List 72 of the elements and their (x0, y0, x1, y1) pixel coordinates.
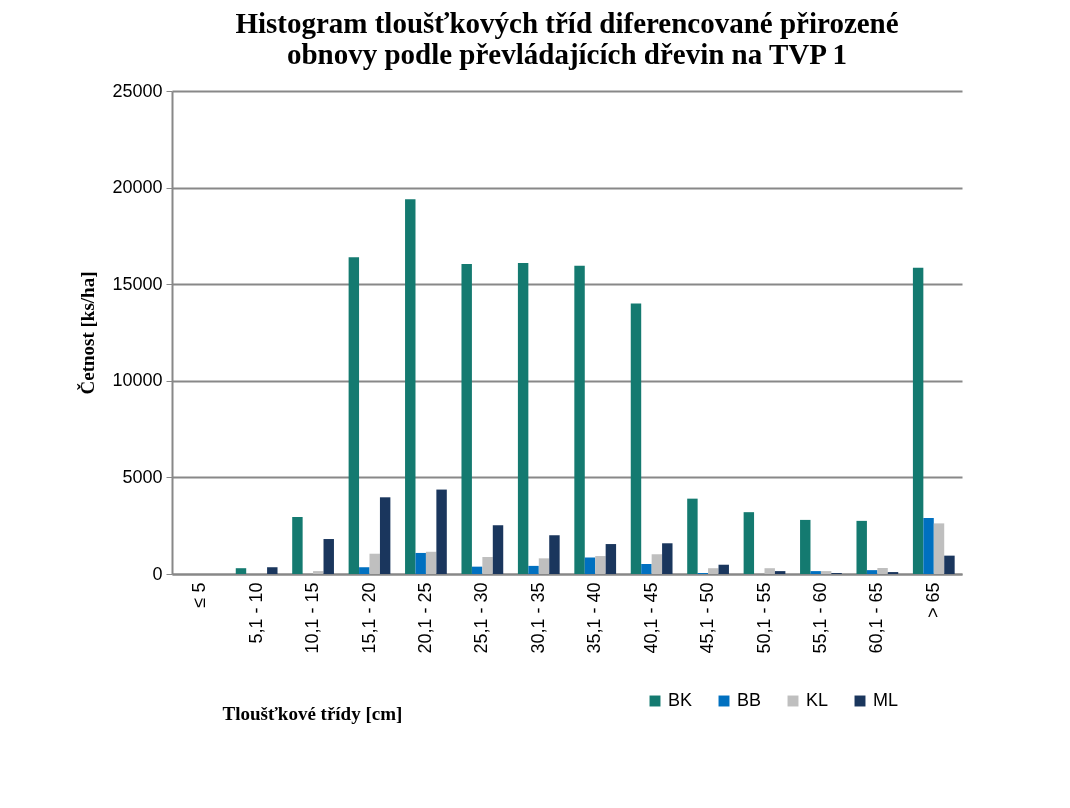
bar (800, 519, 811, 574)
bar (461, 263, 472, 574)
bar (933, 523, 945, 574)
x-tick-label: 25,1 - 30 (471, 582, 492, 654)
x-tick-label: > 65 (922, 582, 943, 619)
x-tick-label: 55,1 - 60 (809, 582, 830, 654)
x-tick-label: 40,1 - 45 (640, 582, 661, 654)
bar (348, 257, 360, 574)
bar (718, 564, 729, 574)
bar (687, 498, 698, 574)
x-axis-title: Tloušťkové třídy [cm] (222, 702, 403, 724)
bar (923, 517, 934, 574)
y-tick-label: 20000 (112, 177, 163, 198)
legend-label: BB (737, 690, 762, 710)
bar (492, 525, 504, 574)
bar (549, 535, 560, 574)
x-tick-label: 35,1 - 40 (584, 582, 605, 654)
bar (313, 571, 324, 574)
bar (877, 568, 888, 574)
bar (774, 571, 786, 574)
x-tick-label: 30,1 - 35 (527, 582, 548, 654)
x-tick-label: 5,1 - 10 (245, 582, 266, 644)
bar (369, 553, 380, 574)
y-axis-title: Četnost [ks/ha] (77, 271, 99, 395)
bar (651, 554, 663, 574)
y-tick-label: 15000 (112, 273, 163, 294)
x-tick-label: 60,1 - 65 (866, 582, 887, 654)
x-tick-label: 15,1 - 20 (358, 582, 379, 654)
bar (584, 557, 596, 574)
x-tick-label: 10,1 - 15 (302, 582, 323, 654)
bar (944, 555, 955, 574)
bar (482, 557, 493, 574)
bar (323, 539, 334, 574)
bar (538, 558, 550, 574)
bar (574, 265, 585, 574)
y-tick-label: 0 (152, 563, 163, 584)
bar (641, 563, 652, 574)
bar (379, 497, 391, 574)
x-tick-label: 20,1 - 25 (414, 582, 435, 654)
bar (436, 489, 447, 574)
x-tick-label: ≤ 5 (189, 582, 210, 608)
y-tick-label: 10000 (112, 370, 163, 391)
bar (866, 570, 878, 574)
bar (267, 567, 278, 574)
x-tick-label: 45,1 - 50 (697, 582, 718, 654)
bar (630, 303, 642, 574)
bar (405, 199, 416, 574)
bar (605, 544, 617, 574)
bar (820, 571, 832, 574)
bar (912, 267, 924, 574)
bar (764, 568, 775, 574)
chart-title: Histogram tloušťkových tříd diferencované přirozené obnovy podle převládajících dřevin na TVP 1 (235, 7, 899, 70)
bar (810, 571, 821, 574)
legend-label: ML (873, 690, 899, 710)
bar (856, 520, 867, 574)
bar (359, 567, 370, 574)
bar (595, 556, 606, 574)
bar (471, 566, 483, 574)
bar (662, 543, 673, 574)
legend-label: KL (806, 690, 829, 710)
y-tick-label: 25000 (112, 80, 163, 101)
bar (528, 565, 539, 574)
bar (415, 552, 426, 574)
x-tick-label: 50,1 - 55 (753, 582, 774, 654)
bar (425, 551, 437, 574)
legend-label: BK (668, 690, 693, 710)
bar (743, 512, 755, 574)
bar (235, 568, 247, 574)
y-tick-label: 5000 (122, 466, 163, 487)
bar (708, 568, 719, 574)
bar (292, 517, 303, 574)
bar (517, 262, 529, 574)
